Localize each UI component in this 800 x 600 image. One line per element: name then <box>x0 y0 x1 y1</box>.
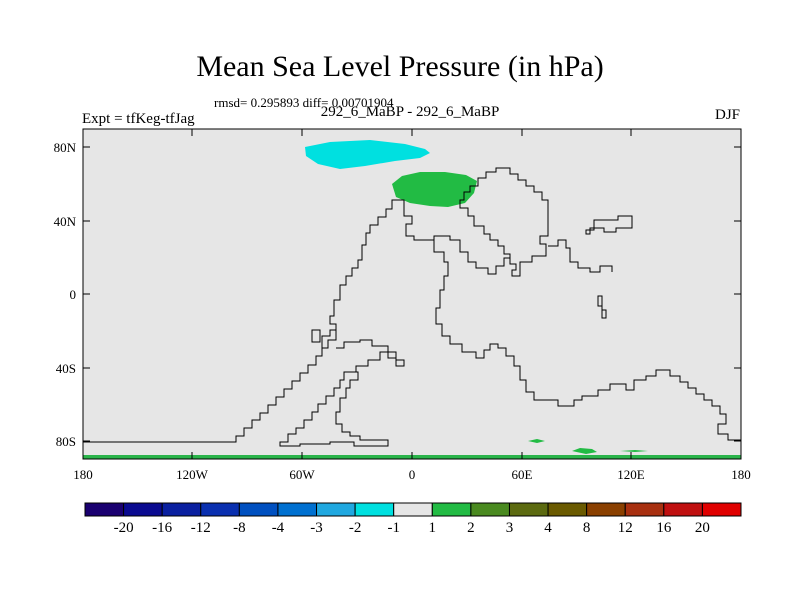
colorbar-box <box>123 502 163 517</box>
green-blob-1 <box>528 439 545 443</box>
colorbar-box <box>354 502 395 517</box>
colorbar-label: -12 <box>191 520 211 536</box>
colorbar-label: 12 <box>618 520 633 536</box>
colorbar-label: -2 <box>349 520 362 536</box>
colorbar-box <box>84 502 125 517</box>
y-tick-label: 80S <box>56 434 76 449</box>
y-tick-label: 40S <box>56 361 76 376</box>
page-title: Mean Sea Level Pressure (in hPa) <box>196 50 604 83</box>
coastlines <box>83 167 741 447</box>
colorbar-box <box>547 502 588 517</box>
cyan-patch <box>305 140 430 169</box>
colorbar-box <box>508 502 549 517</box>
green-blob-3 <box>620 450 648 452</box>
coastline-africa <box>433 240 741 441</box>
y-tick-label: 80N <box>54 140 77 155</box>
colorbar-label: -16 <box>152 520 172 536</box>
stats-label: rmsd= 0.295893 diff= 0.00701904 <box>214 95 394 110</box>
x-tick-label: 60E <box>512 467 533 482</box>
colorbar-box <box>238 502 279 517</box>
coastline-small-island <box>597 295 607 319</box>
colorbar-box <box>161 502 202 517</box>
colorbar-label: 8 <box>583 520 591 536</box>
x-tick-label: 180 <box>73 467 93 482</box>
colorbar-box <box>431 502 472 517</box>
period-label: 292_6_MaBP - 292_6_MaBP <box>320 104 500 120</box>
x-tick-label: 120W <box>176 467 209 482</box>
green-patch <box>392 172 477 207</box>
colorbar-label: -8 <box>233 520 246 536</box>
colorbar-label: 3 <box>506 520 514 536</box>
coastline-arctic-island <box>585 215 633 235</box>
colorbar-box <box>200 502 240 517</box>
colorbar-label: -4 <box>272 520 285 536</box>
coastline-africa-eurasia <box>454 167 549 277</box>
colorbar-label: -1 <box>387 520 400 536</box>
colorbar-label: -20 <box>114 520 134 536</box>
colorbar-box <box>470 502 510 517</box>
x-tick-label: 60W <box>289 467 315 482</box>
colorbar-box <box>277 502 318 517</box>
colorbar-label: 16 <box>656 520 672 536</box>
colorbar-box <box>701 502 742 517</box>
coastline-south-america <box>321 329 336 348</box>
x-tick-label: 0 <box>409 467 416 482</box>
colorbar-label: 1 <box>429 520 437 536</box>
coastline-patagonia <box>279 371 389 447</box>
colorbar-label: 2 <box>467 520 475 536</box>
y-tick-label: 0 <box>70 287 77 302</box>
coastline-greenland-edge <box>311 329 321 343</box>
coastline-asia-east <box>548 239 613 273</box>
y-tick-label: 40N <box>54 214 77 229</box>
green-blob-2 <box>572 448 597 454</box>
colorbar-label: 20 <box>695 520 710 536</box>
colorbar-box <box>393 502 433 517</box>
colorbar-label: 4 <box>544 520 552 536</box>
colorbar-box <box>624 502 665 517</box>
coastline-americas <box>83 199 454 443</box>
x-tick-label: 120E <box>617 467 645 482</box>
colorbar-box <box>663 502 703 517</box>
experiment-label: Expt = tfKeg-tfJag <box>82 111 195 127</box>
colorbar-label: -3 <box>310 520 323 536</box>
colorbar-box <box>316 502 356 517</box>
colorbar-labels: -20 -16 -12 -8 -4 -3 -2 -1 1 2 3 4 8 12 16 20 <box>114 520 710 536</box>
coastline-south-america-east <box>336 339 405 372</box>
colorbar-box <box>586 502 626 517</box>
x-tick-label: 180 <box>731 467 751 482</box>
axis-ticks <box>83 129 741 459</box>
season-label: DJF <box>714 107 740 123</box>
colorbar-boxes <box>84 502 742 517</box>
